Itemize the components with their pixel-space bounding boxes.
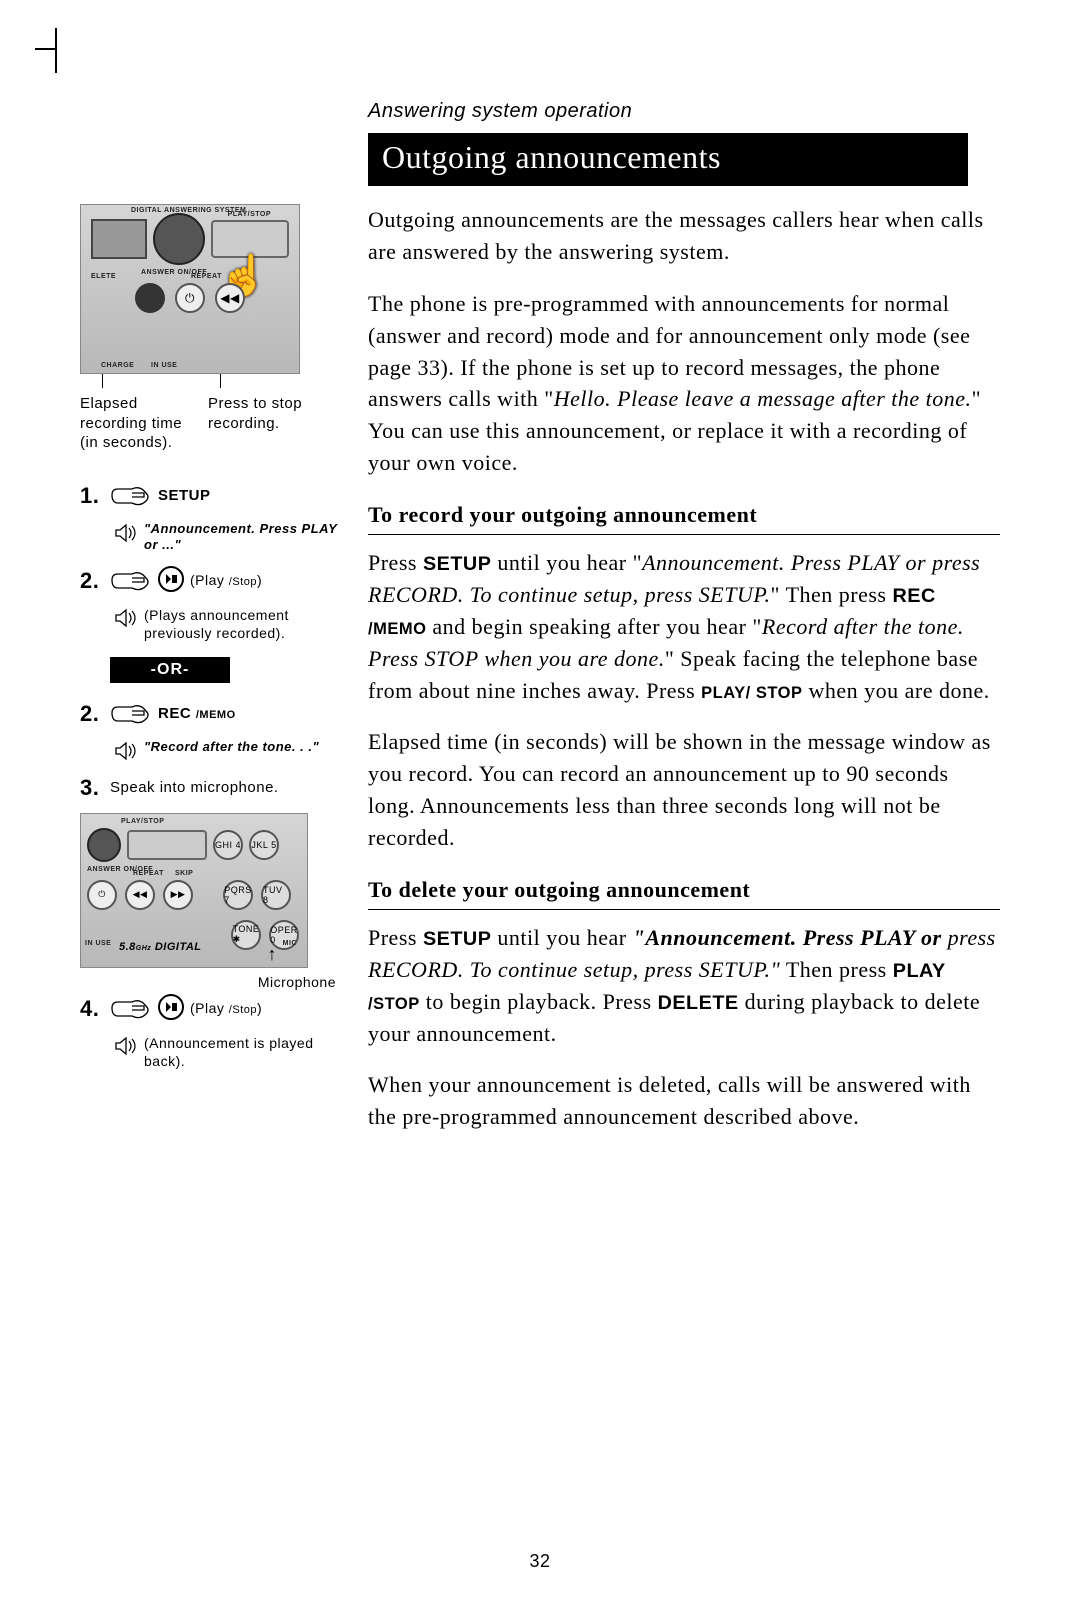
microphone-label: Microphone [80,974,336,990]
small-button [135,283,165,313]
hand-point-icon [110,568,152,594]
label-repeat: REPEAT [133,870,164,877]
playstop-icon [158,994,184,1020]
rewind-button: ◀◀ [125,880,155,910]
label-digital: 5.8GHz DIGITAL [119,941,202,953]
keypad-4: GHI 4 [213,830,243,860]
hand-point-icon [110,996,152,1022]
step-sub-text: (Announcement is played back). [144,1034,338,1070]
lcd-display [91,219,147,259]
keypad-8: TUV 8 [261,880,291,910]
step-sub-text: "Announcement. Press PLAY or ..." [144,521,338,555]
speaker-icon [114,741,138,761]
round-button [87,828,121,862]
step-2b: 2. REC /MEMO [80,701,338,727]
left-column: DIGITAL ANSWERING SYSTEM PLAY/STOP ☝ ELE… [80,204,338,1153]
caption-row: Elapsed recording time (in seconds). Pre… [80,394,338,453]
page-content: Answering system operation Outgoing anno… [80,100,1000,1153]
step-3: 3. Speak into microphone. [80,775,338,801]
step-number: 2. [80,568,104,594]
play-label: (Play /Stop) [190,1000,262,1016]
or-divider: -OR- [110,657,230,683]
step-4: 4. (Play /Stop) [80,996,338,1022]
step-number: 2. [80,701,104,727]
round-button [153,213,205,265]
step-4-sub: (Announcement is played back). [114,1034,338,1070]
label-playstop: PLAY/STOP [121,818,164,825]
speaker-icon [114,608,138,628]
para-elapsed: Elapsed time (in seconds) will be shown … [368,726,1000,854]
speaker-icon [114,523,138,543]
leader-line [102,374,103,388]
caption-elapsed: Elapsed recording time (in seconds). [80,394,190,453]
label-inuse: IN USE [85,940,111,947]
keypad-7: PQRS 7 [223,880,253,910]
step-label: REC /MEMO [158,705,236,722]
step-1: 1. SETUP [80,483,338,509]
power-button: ⏻ [175,283,205,313]
step-number: 1. [80,483,104,509]
section-header: Answering system operation [368,100,1000,123]
step-number: 4. [80,996,104,1022]
step-sub-text: "Record after the tone. . ." [144,739,319,761]
main-columns: DIGITAL ANSWERING SYSTEM PLAY/STOP ☝ ELE… [80,204,1000,1153]
speaker-icon [114,1036,138,1056]
caption-press: Press to stop recording. [208,394,308,453]
page-number: 32 [0,1551,1080,1572]
step-2a-sub: (Plays announcement previously recorded)… [114,606,338,642]
page-title: Outgoing announcements [368,133,968,186]
label-delete: ELETE [91,273,116,280]
step-2a: 2. (Play /Stop) [80,568,338,594]
playstop-button [127,830,207,860]
step-text: Speak into microphone. [110,779,279,796]
rewind-button: ◀◀ [215,283,245,313]
play-label: (Play /Stop) [190,572,262,588]
arrow-up-icon: ↑ [268,944,278,965]
label-skip: SKIP [175,870,193,877]
forward-button: ▶▶ [163,880,193,910]
para-preprogrammed: The phone is pre-programmed with announc… [368,288,1000,479]
step-label: SETUP [158,487,211,504]
power-button: ⏻ [87,880,117,910]
playstop-button: ☝ [211,220,289,258]
subhead-record: To record your outgoing announcement [368,499,1000,535]
label-charge: CHARGE [101,362,134,369]
right-column: Outgoing announcements are the messages … [368,204,1000,1153]
para-delete: Press SETUP until you hear "Announcement… [368,922,1000,1050]
crop-mark-v [55,28,57,73]
keypad-star: TONE ✱ [231,920,261,950]
subhead-delete: To delete your outgoing announcement [368,874,1000,910]
device-photo-bottom: PLAY/STOP GHI 4 JKL 5 ANSWER ON/OFF REPE… [80,813,308,968]
step-number: 3. [80,775,104,801]
para-intro: Outgoing announcements are the messages … [368,204,1000,268]
leader-line [220,374,221,388]
label-mic: MIC [283,940,297,947]
para-record: Press SETUP until you hear "Announcement… [368,547,1000,706]
keypad-5: JKL 5 [249,830,279,860]
para-deleted-fallback: When your announcement is deleted, calls… [368,1069,1000,1133]
crop-mark-h [35,48,55,50]
step-sub-text: (Plays announcement previously recorded)… [144,606,338,642]
label-inuse: IN USE [151,362,177,369]
hand-point-icon [110,483,152,509]
hand-point-icon [110,701,152,727]
device-photo-top: DIGITAL ANSWERING SYSTEM PLAY/STOP ☝ ELE… [80,204,300,374]
step-2b-sub: "Record after the tone. . ." [114,739,338,761]
step-1-sub: "Announcement. Press PLAY or ..." [114,521,338,555]
playstop-icon [158,566,184,592]
label-repeat: REPEAT [191,273,222,280]
